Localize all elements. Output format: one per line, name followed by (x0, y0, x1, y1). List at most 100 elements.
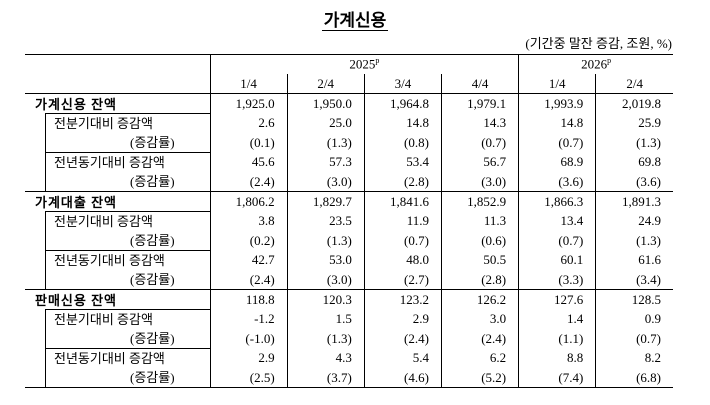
value-cell: (3.6) (595, 172, 673, 192)
value-cell: 1,964.8 (363, 93, 442, 113)
value-cell: (2.4) (363, 329, 442, 348)
value-cell: 68.9 (518, 152, 596, 172)
value-cell: (3.0) (286, 172, 365, 192)
value-cell: (0.8) (363, 133, 442, 152)
value-cell: 128.5 (595, 289, 673, 309)
value-cell: 118.8 (209, 289, 288, 309)
sub-label-cell: (증감률) (25, 329, 211, 348)
value-cell: 1,979.1 (440, 93, 519, 113)
sub-label-cell: (증감률) (25, 133, 211, 152)
value-cell: (2.8) (363, 172, 442, 192)
value-cell: 11.9 (363, 211, 442, 231)
sub-label: (증감률) (45, 231, 210, 250)
value-cell: 53.0 (286, 250, 365, 270)
year-sup: p (607, 56, 612, 66)
sub-label: (증감률) (45, 133, 210, 152)
quarter-header: 3/4 (363, 74, 442, 94)
value-cell: (2.4) (440, 329, 519, 348)
quarter-header: 4/4 (440, 74, 519, 94)
value-cell: 6.2 (440, 348, 519, 368)
value-cell: 1,993.9 (518, 93, 596, 113)
value-cell: (1.3) (595, 133, 673, 152)
sub-label: 전분기대비 증감액 (45, 309, 210, 329)
sub-row: (증감률) (2.4) (3.0) (2.7) (2.8) (3.3) (3.4) (25, 270, 673, 290)
table-body: 가계신용 잔액 1,925.0 1,950.0 1,964.8 1,979.1 1,993… (25, 93, 673, 388)
value-cell: 120.3 (286, 289, 365, 309)
section-label: 판매신용 잔액 (25, 289, 211, 309)
value-cell: 1.5 (286, 309, 365, 329)
value-cell: (5.2) (440, 368, 519, 388)
value-cell: 1,829.7 (286, 191, 365, 211)
value-cell: 1,925.0 (209, 93, 288, 113)
value-cell: (1.1) (518, 329, 596, 348)
value-cell: (1.3) (286, 133, 365, 152)
value-cell: (2.7) (363, 270, 442, 290)
value-cell: 1.4 (518, 309, 596, 329)
sub-label-cell: (증감률) (25, 270, 211, 290)
value-cell: (6.8) (595, 368, 673, 388)
sub-label-cell: 전분기대비 증감액 (25, 113, 211, 133)
sub-row: 전년동기대비 증감액 42.7 53.0 48.0 50.5 60.1 61.6 (25, 250, 673, 270)
sub-label: 전년동기대비 증감액 (45, 152, 210, 172)
value-cell: 14.8 (363, 113, 442, 133)
sub-label: 전년동기대비 증감액 (45, 348, 210, 368)
sub-label: (증감률) (45, 329, 210, 348)
value-cell: (0.7) (518, 133, 596, 152)
value-cell: (7.4) (518, 368, 596, 388)
value-cell: (3.3) (518, 270, 596, 290)
section-label: 가계대출 잔액 (25, 191, 211, 211)
value-cell: 45.6 (209, 152, 288, 172)
value-cell: 1,852.9 (440, 191, 519, 211)
value-cell: 1,866.3 (518, 191, 596, 211)
sub-label-cell: 전년동기대비 증감액 (25, 152, 211, 172)
value-cell: 48.0 (363, 250, 442, 270)
value-cell: 11.3 (440, 211, 519, 231)
sub-row: 전년동기대비 증감액 45.6 57.3 53.4 56.7 68.9 69.8 (25, 152, 673, 172)
sub-label: (증감률) (45, 270, 210, 289)
section-label: 가계신용 잔액 (25, 93, 211, 113)
section-row: 판매신용 잔액 118.8 120.3 123.2 126.2 127.6 128.5 (25, 289, 673, 309)
value-cell: 8.2 (595, 348, 673, 368)
sub-label-cell: 전분기대비 증감액 (25, 211, 211, 231)
sub-row: 전분기대비 증감액 2.6 25.0 14.8 14.3 14.8 25.9 (25, 113, 673, 133)
sub-row: (증감률) (2.5) (3.7) (4.6) (5.2) (7.4) (6.8) (25, 368, 673, 388)
sub-label: 전년동기대비 증감액 (45, 250, 210, 270)
value-cell: 57.3 (286, 152, 365, 172)
unit-note: (기간중 말잔 증감, 조원, %) (525, 36, 672, 51)
sub-label-cell: (증감률) (25, 231, 211, 250)
quarter-header: 1/4 (518, 74, 596, 94)
sub-label-cell: (증감률) (25, 172, 211, 192)
value-cell: (0.7) (595, 329, 673, 348)
year-header: 2026p (518, 54, 673, 74)
quarter-header: 2/4 (286, 74, 365, 94)
sub-label: 전분기대비 증감액 (45, 113, 210, 133)
year-sup: p (375, 56, 380, 66)
value-cell: 1,891.3 (595, 191, 673, 211)
corner-cell (25, 54, 210, 94)
value-cell: (-1.0) (209, 329, 288, 348)
sub-label: (증감률) (45, 368, 210, 387)
title: 가계신용 (0, 6, 710, 31)
section-row: 가계대출 잔액 1,806.2 1,829.7 1,841.6 1,852.9 1,866… (25, 191, 673, 211)
value-cell: (0.7) (363, 231, 442, 250)
value-cell: 127.6 (518, 289, 596, 309)
value-cell: 69.8 (595, 152, 673, 172)
value-cell: (4.6) (363, 368, 442, 388)
value-cell: 0.9 (595, 309, 673, 329)
quarter-header: 2/4 (595, 74, 673, 94)
value-cell: (3.6) (518, 172, 596, 192)
sub-row: 전분기대비 증감액 3.8 23.5 11.9 11.3 13.4 24.9 (25, 211, 673, 231)
title-text: 가계신용 (321, 11, 389, 31)
sub-row: (증감률) (2.4) (3.0) (2.8) (3.0) (3.6) (3.6) (25, 172, 673, 192)
value-cell: 1,950.0 (286, 93, 365, 113)
value-cell: (1.3) (595, 231, 673, 250)
value-cell: (0.7) (440, 133, 519, 152)
value-cell: (0.7) (518, 231, 596, 250)
value-cell: 3.0 (440, 309, 519, 329)
sub-label-cell: 전분기대비 증감액 (25, 309, 211, 329)
value-cell: (3.0) (440, 172, 519, 192)
value-cell: 24.9 (595, 211, 673, 231)
value-cell: 14.3 (440, 113, 519, 133)
value-cell: (1.3) (286, 329, 365, 348)
sub-row: 전년동기대비 증감액 2.9 4.3 5.4 6.2 8.8 8.2 (25, 348, 673, 368)
